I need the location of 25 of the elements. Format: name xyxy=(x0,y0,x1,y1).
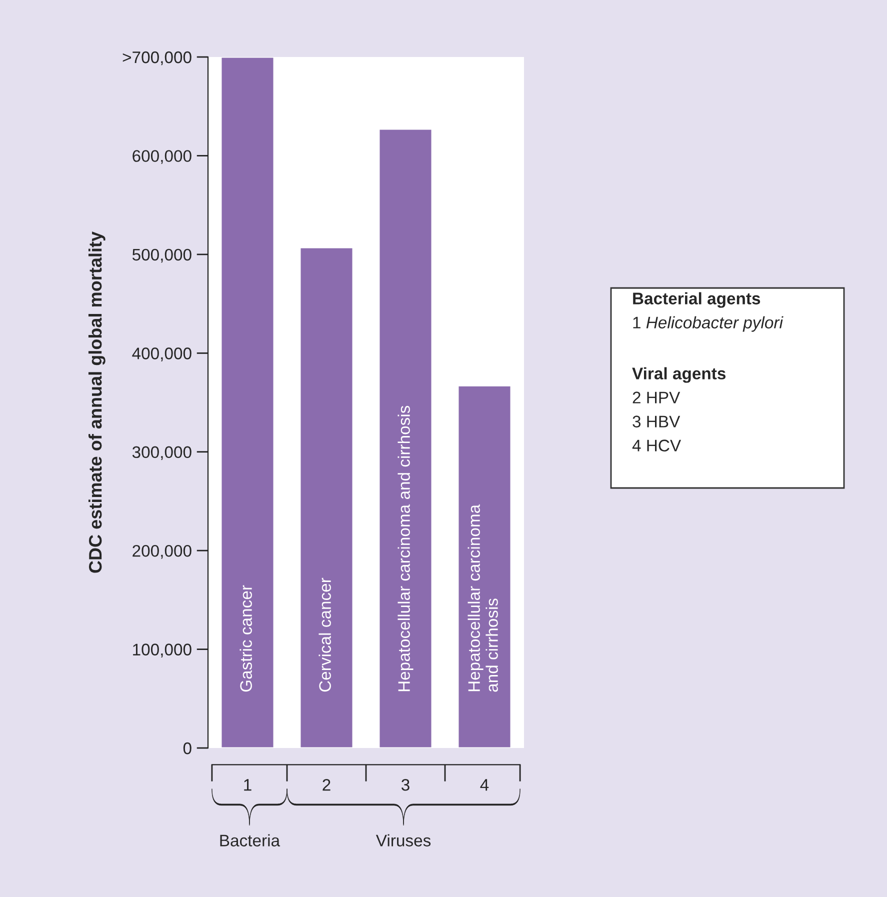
text: Viruses xyxy=(376,834,431,846)
y-axis-title: CDC estimate of annual global mortality xyxy=(88,232,106,573)
x-tick-label: 2 xyxy=(322,778,330,791)
x-tick-label: 3 xyxy=(402,778,410,791)
annotation: Hepatocellular carcinoma and cirrhosis xyxy=(398,406,414,692)
y-tick-label: 600,000 xyxy=(132,150,192,164)
text: 2 HPV xyxy=(632,392,680,404)
y-tick-label: 0 xyxy=(183,742,192,754)
text: 1 Helicobacter pylori xyxy=(633,316,784,332)
y-tick-label: 200,000 xyxy=(132,544,192,559)
text: Bacteria xyxy=(220,834,280,846)
annotation: Cervical cancer xyxy=(318,578,331,692)
y-tick-label: 500,000 xyxy=(132,248,192,263)
text: 3 HBV xyxy=(632,416,680,428)
y-tick-label: 100,000 xyxy=(133,644,192,658)
text: Viral agents xyxy=(632,367,726,383)
y-tick-label: >700,000 xyxy=(122,51,192,66)
annotation: Hepatocellular carcinoma and cirrhosis xyxy=(468,504,498,692)
annotation: Gastric cancer xyxy=(240,585,252,692)
y-tick-label: 400,000 xyxy=(132,348,192,362)
x-tick-label: 1 xyxy=(244,779,252,791)
text: Bacterial agents xyxy=(633,292,760,308)
y-tick-label: 300,000 xyxy=(132,446,192,460)
x-tick-label: 4 xyxy=(480,779,489,791)
text: 4 HCV xyxy=(632,440,682,452)
